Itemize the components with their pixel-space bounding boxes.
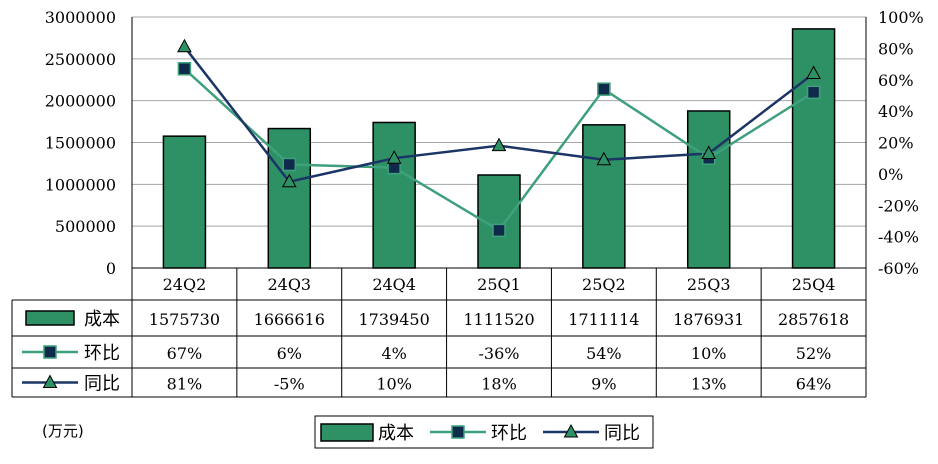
table-row-header-cost: 成本 xyxy=(84,309,120,330)
table-row-header-huanbi: 环比 xyxy=(84,343,120,364)
table-cell: -5% xyxy=(274,375,305,394)
y-tick-label-right: 100% xyxy=(878,8,924,27)
table-cell: 1666616 xyxy=(254,310,325,329)
legend-label-huanbi: 环比 xyxy=(491,423,527,444)
table-cell: 10% xyxy=(376,375,412,394)
point-tongbi-24q2 xyxy=(177,38,192,53)
y-tick-label-left: 0 xyxy=(106,259,116,278)
table-cell: -36% xyxy=(479,344,520,363)
bar-25q3 xyxy=(686,110,731,269)
y-tick-label-right: 0% xyxy=(878,165,903,184)
table-cell: 9% xyxy=(591,375,616,394)
point-huanbi-24q2 xyxy=(177,62,192,76)
bar-25q1 xyxy=(477,174,521,269)
table-cell: 1575730 xyxy=(149,310,220,329)
legend-label-tongbi: 同比 xyxy=(604,423,640,444)
table-cell: 1876931 xyxy=(673,310,744,329)
point-tongbi-24q4 xyxy=(386,150,402,164)
table-cell: 6% xyxy=(277,344,302,363)
table-cell: 52% xyxy=(796,344,832,363)
y-tick-label-left: 3000000 xyxy=(45,8,116,27)
table-cell: 2857618 xyxy=(778,310,849,329)
point-huanbi-24q3 xyxy=(282,157,297,172)
point-tongbi-25q4 xyxy=(806,65,821,79)
table-cell: 54% xyxy=(586,344,622,363)
bar-25q2 xyxy=(582,124,626,269)
x-tick-label: 24Q3 xyxy=(267,275,311,294)
y-tick-label-right: -40% xyxy=(878,228,919,247)
point-tongbi-25q2 xyxy=(596,151,612,166)
point-tongbi-25q3 xyxy=(701,145,717,159)
table-cell: 1111520 xyxy=(463,310,534,329)
legend-huanbi-marker xyxy=(451,425,465,439)
y-tick-label-right: -60% xyxy=(878,259,919,278)
table-cell: 4% xyxy=(381,344,406,363)
table-cell: 18% xyxy=(481,375,517,394)
y-tick-label-left: 2000000 xyxy=(45,92,116,111)
y-tick-label-left: 2500000 xyxy=(45,50,116,69)
table-cell: 64% xyxy=(796,375,832,394)
table-cell: 10% xyxy=(691,344,727,363)
y-tick-label-right: 60% xyxy=(878,71,914,90)
table-key-tongbi-marker xyxy=(42,374,58,388)
y-tick-label-left: 1500000 xyxy=(45,134,116,153)
y-tick-label-left: 1000000 xyxy=(45,175,116,194)
bar-24q2 xyxy=(162,135,207,269)
point-tongbi-25q1 xyxy=(491,137,507,152)
x-tick-label: 24Q4 xyxy=(372,275,416,294)
point-tongbi-24q3 xyxy=(281,173,297,188)
point-huanbi-25q1 xyxy=(492,223,506,238)
y-tick-label-right: 20% xyxy=(878,134,914,153)
unit-label: (万元) xyxy=(42,422,84,440)
y-tick-label-right: 40% xyxy=(878,102,914,121)
x-tick-label: 25Q4 xyxy=(792,275,836,294)
x-tick-label: 25Q1 xyxy=(477,275,521,294)
legend-label-cost: 成本 xyxy=(378,423,414,444)
bar-25q4 xyxy=(791,28,836,269)
y-tick-label-left: 500000 xyxy=(55,217,116,236)
point-huanbi-25q4 xyxy=(806,85,821,100)
table-key-huanbi-marker xyxy=(43,345,57,359)
table-row-header-tongbi: 同比 xyxy=(84,374,120,395)
legend-tongbi-marker xyxy=(563,423,579,438)
table-key-cost-swatch xyxy=(25,310,75,326)
table-cell: 67% xyxy=(167,344,203,363)
x-tick-label: 24Q2 xyxy=(163,275,207,294)
y-tick-label-right: -20% xyxy=(878,196,919,215)
table-cell: 13% xyxy=(691,375,727,394)
legend-cost-swatch xyxy=(320,423,374,442)
bar-24q4 xyxy=(372,121,416,269)
point-huanbi-25q2 xyxy=(597,82,611,96)
y-tick-label-right: 80% xyxy=(878,39,914,58)
table-cell: 1739450 xyxy=(359,310,430,329)
table-cell: 1711114 xyxy=(568,310,639,329)
table-cell: 81% xyxy=(167,375,203,394)
x-tick-label: 25Q2 xyxy=(582,275,626,294)
x-tick-label: 25Q3 xyxy=(687,275,731,294)
